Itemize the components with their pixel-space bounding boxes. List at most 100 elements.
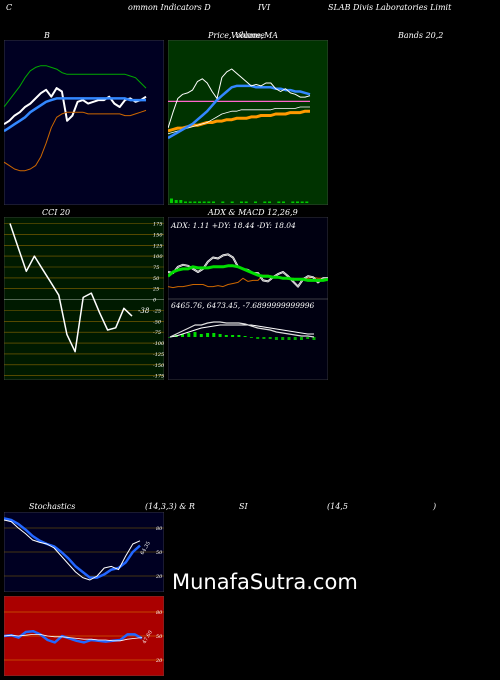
bbands-lower-line — [4, 109, 147, 172]
rsi-tick-label: 20 — [155, 658, 163, 664]
macd-histogram-bar — [168, 337, 172, 338]
cci-tick-label: 75 — [153, 265, 159, 271]
macd-histogram-bar — [281, 337, 285, 340]
macd-histogram-bar — [274, 337, 278, 340]
bbands-panel — [4, 40, 164, 205]
macd-histogram-bar — [243, 336, 247, 337]
cci-tick-label: 100 — [153, 254, 163, 260]
adx-values: ADX: 1.11 +DY: 18.44 -DY: 18.04 — [170, 221, 296, 230]
volume-bar — [207, 201, 211, 203]
volume-bar — [244, 201, 248, 203]
macd-histogram-bar — [256, 337, 260, 339]
macd-histogram-bar — [193, 332, 197, 337]
stoch-title-mid: (14,3,3) & R — [145, 502, 195, 511]
cci-tick-label: -25 — [153, 309, 161, 315]
volume-bar — [254, 201, 257, 203]
volume-bar — [240, 201, 243, 203]
volume-bar — [296, 201, 299, 203]
volume-bar — [212, 201, 215, 203]
macd-histogram-bar — [187, 333, 191, 337]
stoch-title-rsi: SI — [239, 502, 248, 511]
price-ma-ma_mid-line — [168, 106, 310, 135]
price-ma-panel — [168, 40, 328, 205]
macd-line — [169, 321, 315, 338]
macd-histogram-bar — [312, 337, 316, 340]
macd-histogram-bar — [262, 337, 266, 339]
cci-tick-label: 50 — [153, 276, 160, 282]
price-ma-title-left: Price, — [208, 31, 232, 40]
macd-histogram-bar — [212, 333, 216, 337]
cci-tick-label: 150 — [153, 232, 163, 238]
macd-histogram-bar — [293, 337, 297, 340]
volume-bar — [230, 201, 234, 203]
volume-bar — [263, 201, 267, 203]
stochastics-k-line — [4, 519, 141, 581]
volume-bar — [202, 201, 206, 203]
volume-bar — [184, 201, 187, 203]
adx-macd-title: ADX & MACD 12,26,9 — [208, 208, 298, 217]
bbands-background — [4, 40, 164, 205]
header-c: C — [6, 3, 13, 12]
cci-last-value: -38 — [138, 307, 150, 315]
adx-macd-background — [168, 217, 328, 380]
macd-histogram-bar — [300, 337, 303, 340]
bbands-middle-line — [4, 97, 146, 133]
volume-bar — [221, 201, 225, 203]
adx-line — [168, 264, 328, 282]
stoch-title-params: (14,5 — [327, 502, 348, 511]
cci-tick-label: -50 — [153, 319, 162, 325]
macd-histogram-bar — [206, 333, 210, 337]
cci-tick-label: -150 — [153, 363, 164, 369]
price-ma-title-overlap: Volume — [235, 31, 265, 40]
bbands-title-left: B — [44, 31, 50, 40]
volume-bar — [277, 201, 281, 203]
stochastics-d-line — [4, 517, 141, 579]
price-ma-title-right: MA — [264, 31, 278, 40]
cci-title: CCI 20 — [42, 208, 71, 217]
cci-background — [4, 217, 164, 380]
stochastics-tick-label: 20 — [155, 574, 163, 580]
stochastics-tick-label: 50 — [156, 550, 163, 556]
rsi-tick-label: 80 — [156, 610, 163, 616]
cci-panel: 175 150 125 100 75 50 25 0 -25 -50 -75 -100 -125 -150… — [4, 217, 164, 380]
rsi-tick-label: 50 — [156, 634, 163, 640]
volume-bar — [174, 200, 178, 203]
cci-tick-label: -175 — [153, 374, 164, 380]
price-ma-price-line — [168, 68, 311, 129]
macd-histogram-bar — [306, 337, 310, 339]
header-company: SLAB Divis Laboratories Limit — [328, 3, 452, 12]
watermark: MunafaSutra.com — [172, 570, 358, 594]
stoch-title-left: Stochastics — [29, 502, 76, 511]
stoch-title-close: ) — [433, 502, 437, 511]
macd-histogram-bar — [249, 337, 253, 338]
cci-tick-label: -125 — [153, 352, 164, 358]
volume-bar — [179, 200, 183, 203]
header-indicators: ommon Indicators D — [128, 3, 211, 12]
price-ma-title-mid: Volume, — [231, 31, 264, 40]
rsi-ma-line — [4, 634, 143, 642]
volume-bar — [193, 201, 197, 203]
cci-tick-label: -75 — [153, 330, 161, 336]
macd-histogram-bar — [287, 337, 291, 340]
price-ma-background — [168, 40, 328, 205]
cci-tick-label: 125 — [153, 243, 163, 249]
volume-bar — [300, 201, 304, 203]
volume-bar — [305, 201, 309, 203]
cci-tick-label: -100 — [153, 341, 164, 347]
bbands-title-right: Bands 20,2 — [398, 31, 444, 40]
cci-line — [9, 223, 133, 353]
price-ma-ma_short-line — [168, 84, 311, 140]
bbands-upper-line — [4, 65, 147, 108]
macd-values: 6465.76, 6473.45, -7.6899999999996 — [171, 301, 315, 310]
volume-bar — [268, 201, 271, 203]
volume-bar — [170, 198, 173, 203]
volume-bar — [291, 201, 295, 203]
stochastics-tick-label: 80 — [156, 526, 163, 532]
macd-histogram-bar — [268, 337, 272, 339]
macd-signal-line — [169, 324, 314, 338]
volume-bar — [282, 201, 285, 203]
bbands-price-line — [4, 87, 147, 126]
macd-histogram-bar — [181, 334, 184, 337]
